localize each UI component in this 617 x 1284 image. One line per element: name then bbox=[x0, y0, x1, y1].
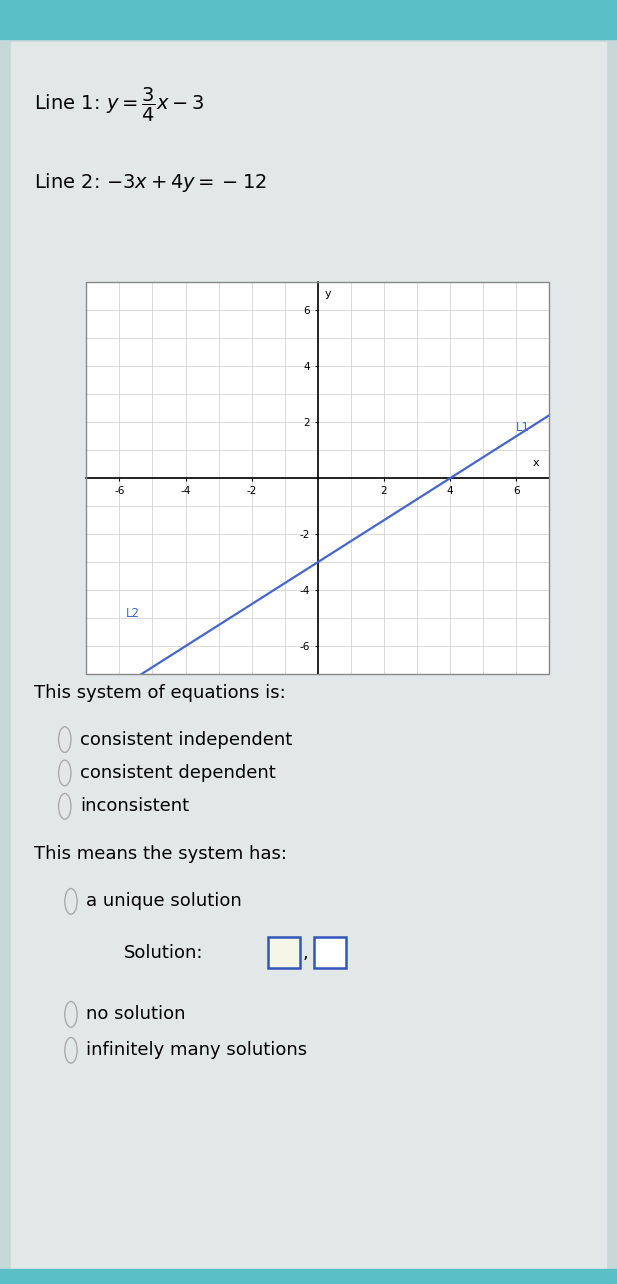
Text: This system of equations is:: This system of equations is: bbox=[34, 684, 286, 702]
Text: ,: , bbox=[302, 944, 308, 962]
Text: no solution: no solution bbox=[86, 1005, 186, 1023]
Text: consistent independent: consistent independent bbox=[80, 731, 292, 749]
Text: consistent dependent: consistent dependent bbox=[80, 764, 276, 782]
Text: x: x bbox=[532, 458, 539, 469]
Text: inconsistent: inconsistent bbox=[80, 797, 189, 815]
Text: Solution:: Solution: bbox=[123, 944, 203, 962]
Text: L2: L2 bbox=[126, 607, 140, 620]
Text: Line 2: $-3x+4y=-12$: Line 2: $-3x+4y=-12$ bbox=[34, 171, 267, 194]
Text: a unique solution: a unique solution bbox=[86, 892, 242, 910]
Text: y: y bbox=[325, 289, 331, 299]
Text: Line 1: $y=\dfrac{3}{4}x-3$: Line 1: $y=\dfrac{3}{4}x-3$ bbox=[34, 86, 205, 125]
Text: L1: L1 bbox=[516, 421, 530, 434]
Text: infinitely many solutions: infinitely many solutions bbox=[86, 1041, 307, 1059]
Text: This means the system has:: This means the system has: bbox=[34, 845, 287, 863]
Text: System A: System A bbox=[266, 10, 351, 28]
